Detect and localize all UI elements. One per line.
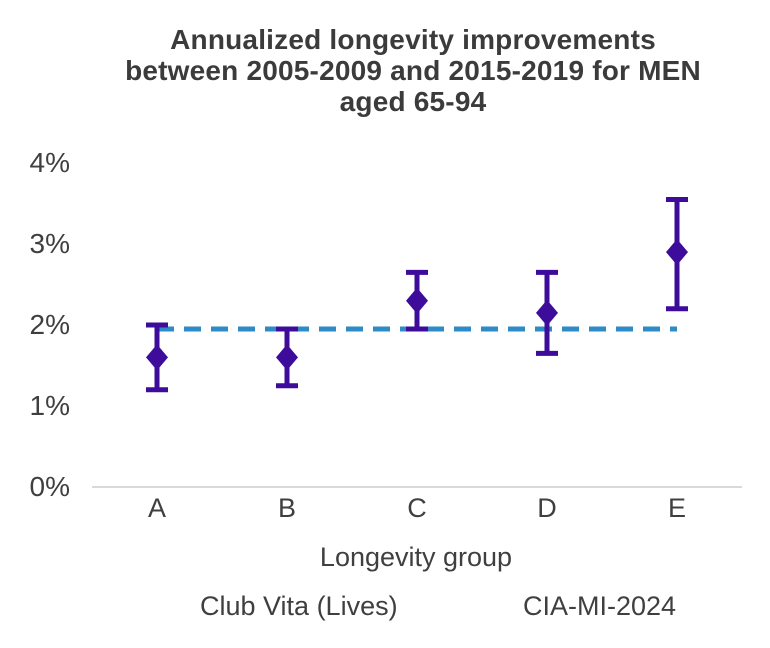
y-tick-label: 2% <box>29 309 70 340</box>
x-tick-label: D <box>537 493 557 523</box>
x-tick-label: A <box>147 493 166 523</box>
legend-label-cia-mi-2024: CIA-MI-2024 <box>523 591 677 621</box>
x-tick-label: B <box>277 493 296 523</box>
data-point-diamond <box>276 344 298 371</box>
legend: Club Vita (Lives) CIA-MI-2024 <box>0 590 770 626</box>
y-tick-label: 0% <box>29 471 70 502</box>
x-tick-label: C <box>407 493 427 523</box>
data-point-diamond <box>146 344 168 371</box>
chart-title: Annualized longevity improvements between… <box>93 24 733 117</box>
data-point-diamond <box>666 239 688 266</box>
x-tick-label: E <box>667 493 686 523</box>
chart-title-line: aged 65-94 <box>339 86 487 117</box>
chart-title-line: Annualized longevity improvements <box>170 24 656 55</box>
y-tick-label: 3% <box>29 228 70 259</box>
chart-title-line: between 2005-2009 and 2015-2019 for MEN <box>125 55 701 86</box>
x-axis-title: Longevity group <box>319 542 513 572</box>
data-point-diamond <box>536 299 558 326</box>
y-tick-label: 4% <box>29 147 70 178</box>
data-point-diamond <box>406 287 428 314</box>
y-tick-label: 1% <box>29 390 70 421</box>
legend-label-club-vita: Club Vita (Lives) <box>200 591 398 621</box>
